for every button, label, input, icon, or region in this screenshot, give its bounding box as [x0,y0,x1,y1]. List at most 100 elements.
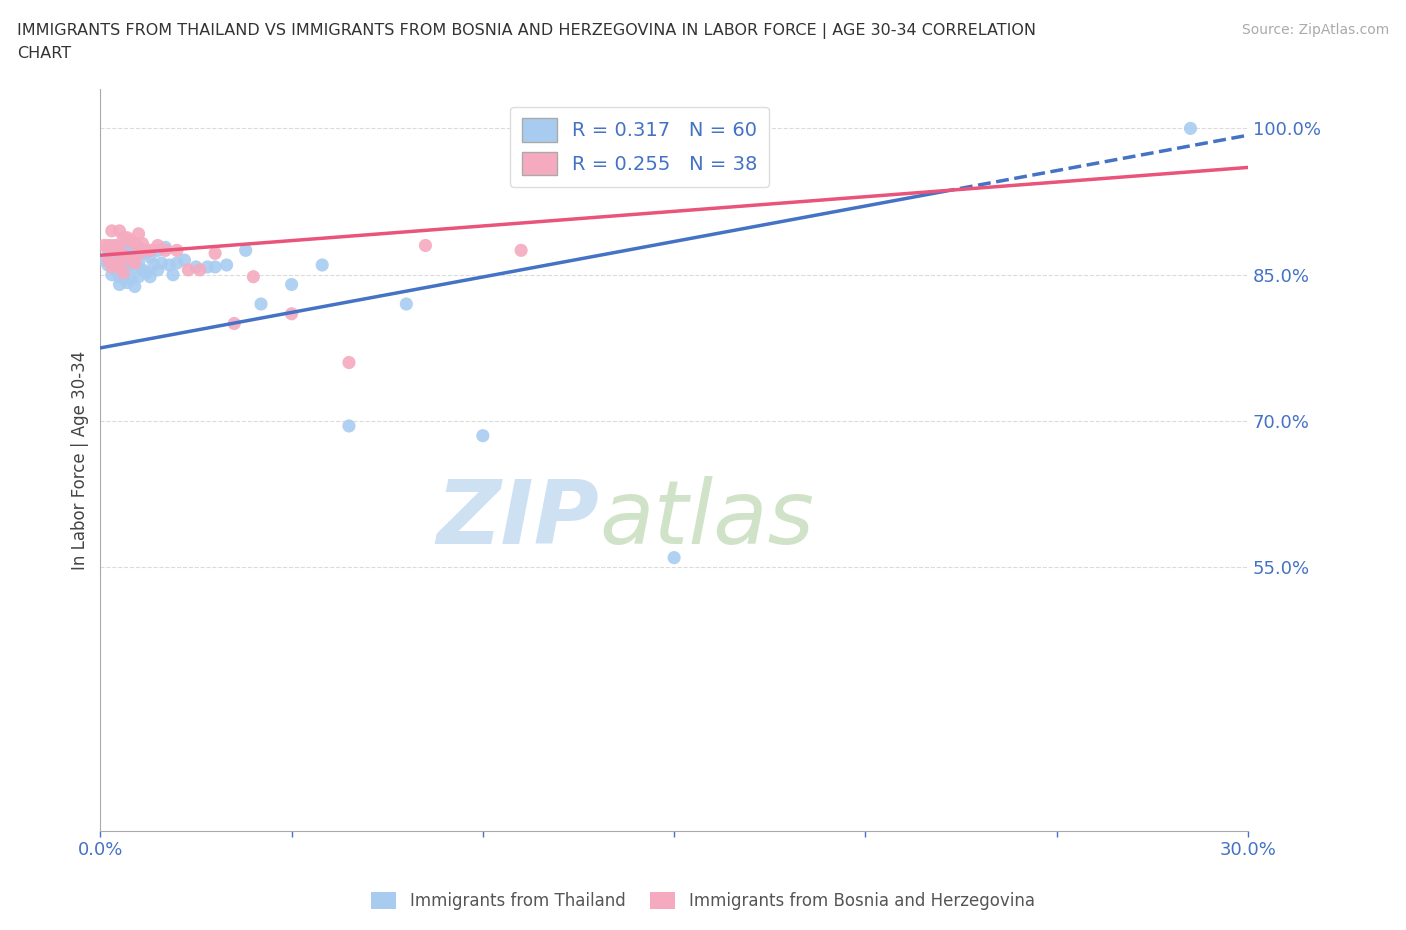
Point [124,279,146,294]
Point [108,240,131,255]
Point [157,258,180,272]
Point [146,243,169,258]
Point [120,240,142,255]
Point [337,355,360,370]
Point [108,253,131,268]
Point [139,243,162,258]
Point [108,277,131,292]
Point [235,243,257,258]
Point [1180,121,1202,136]
Point [139,270,162,285]
Point [662,551,685,565]
Point [112,246,135,260]
Point [415,238,437,253]
Point [97,238,120,253]
Legend: Immigrants from Thailand, Immigrants from Bosnia and Herzegovina: Immigrants from Thailand, Immigrants fro… [364,885,1042,917]
Text: IMMIGRANTS FROM THAILAND VS IMMIGRANTS FROM BOSNIA AND HERZEGOVINA IN LABOR FORC: IMMIGRANTS FROM THAILAND VS IMMIGRANTS F… [17,23,1036,39]
Point [112,259,135,274]
Point [166,256,188,271]
Point [101,223,124,238]
Point [197,259,219,274]
Point [120,256,142,271]
Point [104,247,127,262]
Point [120,272,142,287]
Point [112,238,135,253]
Point [135,265,157,280]
Point [108,243,131,258]
Point [280,306,302,321]
Point [115,262,138,277]
Point [104,262,127,277]
Point [162,267,184,282]
Point [128,270,150,285]
Point [120,253,142,268]
Point [93,238,115,253]
Point [155,240,177,255]
Point [395,297,418,312]
Point [215,258,238,272]
Point [177,262,200,277]
Text: Source: ZipAtlas.com: Source: ZipAtlas.com [1241,23,1389,37]
Point [124,259,146,274]
Point [337,418,360,433]
Point [471,428,494,443]
Text: atlas: atlas [599,476,814,563]
Point [135,246,157,260]
Point [131,243,153,258]
Point [101,259,124,274]
Point [104,256,127,271]
Point [112,247,135,262]
Point [135,243,157,258]
Point [146,262,169,277]
Point [104,243,127,258]
Point [173,253,195,268]
Point [188,262,211,277]
Point [224,316,246,331]
Point [139,250,162,265]
Point [128,240,150,255]
Point [108,223,131,238]
Point [204,246,226,260]
Point [104,258,127,272]
Point [115,243,138,258]
Point [112,231,135,246]
Text: CHART: CHART [17,46,70,61]
Y-axis label: In Labor Force | Age 30-34: In Labor Force | Age 30-34 [72,351,89,570]
Point [124,256,146,271]
Point [115,275,138,290]
Point [124,246,146,260]
Point [586,170,609,185]
Point [204,259,226,274]
Point [101,258,124,272]
Point [155,243,177,258]
Point [101,267,124,282]
Point [242,270,264,285]
Point [142,258,165,272]
Point [124,236,146,251]
Point [93,253,115,268]
Point [131,262,153,277]
Point [128,256,150,271]
Point [97,253,120,268]
Point [280,277,302,292]
Point [128,246,150,260]
Point [166,243,188,258]
Point [115,231,138,246]
Point [128,226,150,241]
Point [115,250,138,265]
Point [131,236,153,251]
Point [150,256,173,271]
Point [510,243,533,258]
Point [112,247,135,262]
Point [101,238,124,253]
Point [108,256,131,271]
Legend: R = 0.317   N = 60, R = 0.255   N = 38: R = 0.317 N = 60, R = 0.255 N = 38 [510,107,769,187]
Point [184,259,207,274]
Point [108,259,131,274]
Point [250,297,273,312]
Point [115,250,138,265]
Point [104,238,127,253]
Point [101,243,124,258]
Point [120,233,142,248]
Point [311,258,333,272]
